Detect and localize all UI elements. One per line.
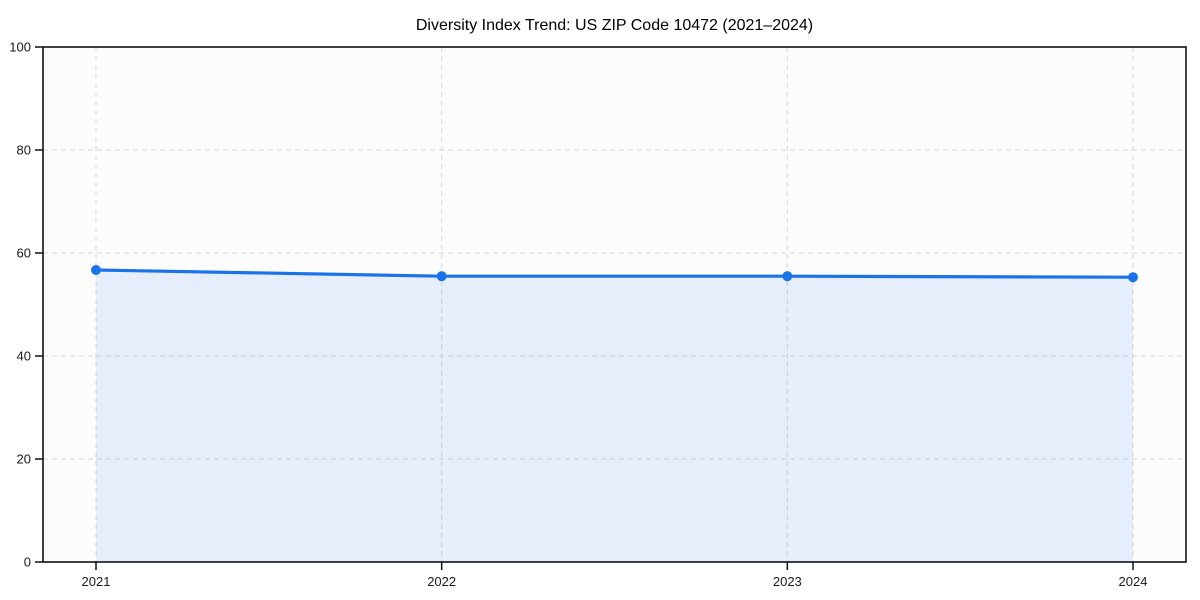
y-tick-label: 40 [17,349,31,364]
x-tick-label: 2021 [82,574,111,589]
trend-line-path [94,268,1135,279]
x-tick-label: 2023 [773,574,802,589]
y-tick-label: 80 [17,143,31,158]
data-points [91,264,1138,283]
data-point [91,264,101,275]
data-point [1128,272,1138,283]
y-tick-label: 100 [9,40,31,55]
tick-labels: 0 20 40 60 80 100 2021 2022 2023 2024 [9,40,1147,589]
x-tick-label: 2022 [427,574,456,589]
x-tick-label: 2024 [1119,574,1148,589]
y-tick-label: 20 [17,452,31,467]
y-tick-label: 0 [24,555,31,570]
axes-spines [42,46,1187,563]
data-point [782,271,793,282]
area-fill-path [96,269,1133,562]
tick-marks [35,46,1134,570]
data-point [436,271,447,282]
chart-title: Diversity Index Trend: US ZIP Code 10472… [416,17,813,34]
spine-box [42,46,1187,563]
plot-background [43,47,1186,562]
y-tick-label: 60 [17,246,31,261]
area-fill [96,269,1133,562]
plot-area-rect [43,47,1186,562]
trend-line [94,268,1135,279]
